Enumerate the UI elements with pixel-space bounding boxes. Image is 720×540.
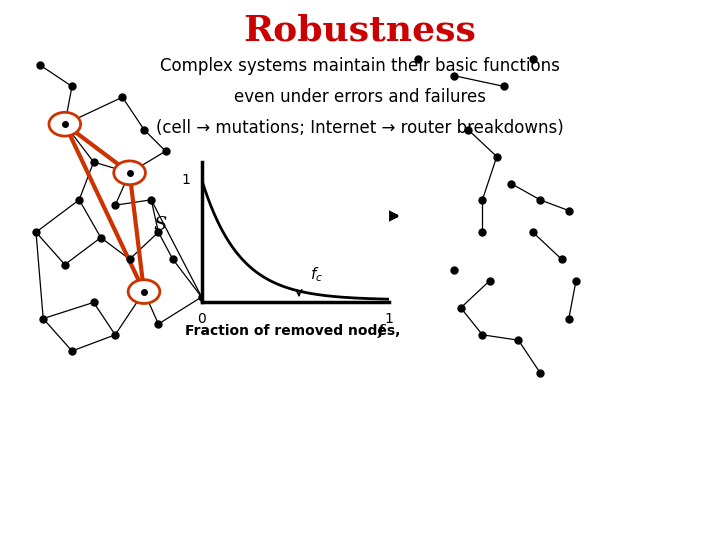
Text: (cell → mutations; Internet → router breakdowns): (cell → mutations; Internet → router bre… (156, 119, 564, 137)
Text: Fraction of removed nodes,: Fraction of removed nodes, (185, 324, 405, 338)
Circle shape (49, 112, 81, 136)
Text: $f_c$: $f_c$ (310, 265, 323, 284)
Text: Complex systems maintain their basic functions: Complex systems maintain their basic fun… (160, 57, 560, 75)
Text: S: S (154, 216, 167, 234)
Circle shape (114, 161, 145, 185)
Text: 1: 1 (181, 173, 190, 187)
Text: f: f (378, 324, 384, 338)
Text: even under errors and failures: even under errors and failures (234, 88, 486, 106)
Text: node failure: node failure (259, 193, 382, 212)
Circle shape (128, 280, 160, 303)
Text: Robustness: Robustness (243, 14, 477, 48)
